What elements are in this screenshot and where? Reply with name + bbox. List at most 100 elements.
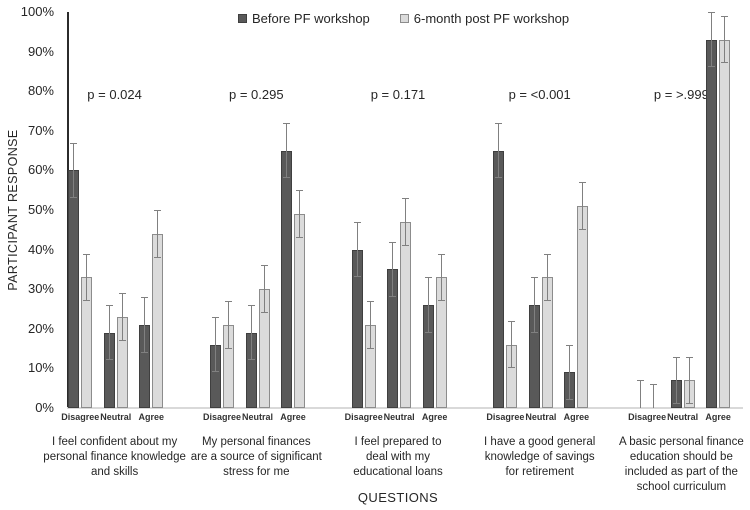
legend-item-before: Before PF workshop xyxy=(238,11,370,26)
error-bar-cap-bottom xyxy=(247,359,255,361)
error-bar-cap-bottom xyxy=(672,403,680,405)
error-bar-line xyxy=(511,320,513,369)
error-bar-cap-top xyxy=(260,265,268,267)
error-bar-cap-top xyxy=(283,122,290,124)
error-bar-cap-top xyxy=(225,301,232,303)
error-bar-line xyxy=(73,142,75,199)
y-axis-tick-label: 60% xyxy=(27,162,54,178)
error-bar-line xyxy=(299,190,300,238)
error-bar-line xyxy=(369,301,371,349)
error-bar-cap-top xyxy=(566,344,574,346)
question-label: I feel confident about my personal finan… xyxy=(43,436,186,478)
error-bar-cap-top xyxy=(118,293,126,295)
legend-label-after: 6-month post PF workshop xyxy=(413,11,570,26)
error-bar-cap-top xyxy=(579,182,587,184)
question-label: I feel prepared to deal with my educatio… xyxy=(353,436,443,478)
error-bar-cap-bottom xyxy=(118,339,126,341)
bar-after xyxy=(577,206,589,408)
error-bar-line xyxy=(108,305,110,361)
question-label: I have a good general knowledge of savin… xyxy=(484,436,596,478)
error-bar-line xyxy=(215,316,216,373)
category-tick-label: Disagree xyxy=(202,412,242,422)
p-value-label: p = 0.171 xyxy=(370,87,426,102)
error-bar-cap-bottom xyxy=(260,311,268,313)
error-bar-cap-bottom xyxy=(566,399,574,401)
error-bar-cap-bottom xyxy=(225,347,232,349)
bar-before xyxy=(706,39,718,408)
error-bar-cap-top xyxy=(721,15,729,17)
error-bar-line xyxy=(688,356,690,405)
error-bar-cap-bottom xyxy=(389,296,397,298)
error-bar-cap-bottom xyxy=(212,371,219,373)
error-bar-cap-top xyxy=(296,190,303,192)
error-bar-cap-top xyxy=(154,210,162,211)
error-bar-line xyxy=(263,265,265,313)
error-bar-line xyxy=(250,305,252,361)
error-bar-line xyxy=(640,380,642,408)
error-bar-cap-top xyxy=(685,356,693,358)
category-tick-label: Agree xyxy=(280,412,306,422)
error-bar-line xyxy=(392,241,394,298)
error-bar-line xyxy=(286,122,287,179)
error-bar-line xyxy=(533,277,535,333)
error-bar-line xyxy=(711,12,713,68)
category-tick-label: Agree xyxy=(138,412,165,422)
bar-before xyxy=(281,150,292,408)
error-bar-cap-top xyxy=(247,305,255,307)
category-tick-label: Neutral xyxy=(525,412,557,422)
error-bar-cap-bottom xyxy=(141,351,149,353)
x-axis-title: QUESTIONS xyxy=(357,490,439,505)
error-bar-cap-bottom xyxy=(437,300,445,302)
error-bar-line xyxy=(653,384,655,408)
error-bar-cap-bottom xyxy=(508,367,516,369)
category-tick-label: Agree xyxy=(421,412,448,422)
error-bar-cap-bottom xyxy=(366,347,374,349)
category-tick-label: Agree xyxy=(705,412,731,422)
error-bar-cap-top xyxy=(366,301,374,303)
error-bar-line xyxy=(427,277,429,333)
error-bar-line xyxy=(228,301,229,349)
question-label: My personal finances are a source of sig… xyxy=(190,436,322,478)
y-axis-tick-label: 70% xyxy=(27,122,54,138)
p-value-label: p = >.999 xyxy=(653,87,709,102)
legend: Before PF workshop 6-month post PF works… xyxy=(238,11,569,26)
y-axis-tick-label: 20% xyxy=(27,320,54,336)
error-bar-line xyxy=(569,344,571,401)
error-bar-cap-top xyxy=(437,253,445,255)
error-bar-line xyxy=(121,293,123,341)
error-bar-cap-bottom xyxy=(283,177,290,179)
legend-swatch-before xyxy=(238,14,247,23)
p-value-label: p = 0.295 xyxy=(229,87,284,102)
category-tick-label: Disagree xyxy=(344,412,383,422)
error-bar-cap-bottom xyxy=(424,331,432,333)
bar-before xyxy=(493,150,505,408)
error-bar-cap-bottom xyxy=(495,177,503,179)
bar-after xyxy=(719,39,731,408)
category-tick-label: Neutral xyxy=(667,412,699,422)
error-bar-cap-bottom xyxy=(708,66,716,68)
category-tick-label: Disagree xyxy=(486,412,525,422)
category-tick-label: Agree xyxy=(563,412,590,422)
bar-after xyxy=(400,221,412,408)
y-axis-tick-label: 50% xyxy=(27,202,54,217)
error-bar-line xyxy=(405,198,407,246)
error-bar-cap-top xyxy=(402,198,410,200)
category-tick-label: Neutral xyxy=(100,412,132,422)
error-bar-cap-top xyxy=(389,241,397,243)
legend-item-after: 6-month post PF workshop xyxy=(399,11,570,26)
error-bar-cap-bottom xyxy=(543,300,551,302)
error-bar-cap-top xyxy=(637,380,645,382)
error-bar-cap-top xyxy=(141,297,149,299)
error-bar-cap-top xyxy=(495,122,503,124)
error-bar-cap-top xyxy=(212,316,219,318)
y-axis-tick-label: 80% xyxy=(27,83,54,99)
error-bar-line xyxy=(157,210,159,258)
error-bar-cap-bottom xyxy=(83,300,91,302)
error-bar-line xyxy=(440,253,442,302)
error-bar-cap-bottom xyxy=(105,359,113,361)
legend-swatch-after xyxy=(399,14,409,23)
bar-after xyxy=(152,233,164,408)
error-bar-cap-bottom xyxy=(685,403,693,405)
error-bar-cap-top xyxy=(543,253,551,255)
